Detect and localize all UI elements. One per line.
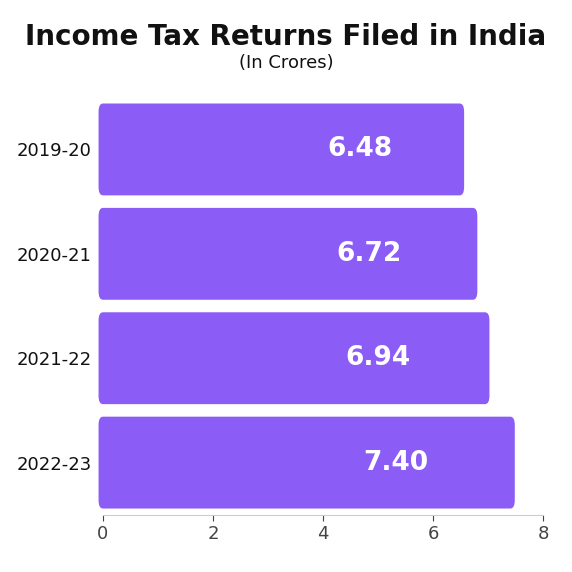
FancyBboxPatch shape: [98, 312, 490, 404]
Text: (In Crores): (In Crores): [239, 54, 333, 72]
Text: 6.48: 6.48: [327, 137, 392, 162]
FancyBboxPatch shape: [98, 208, 477, 300]
Text: 7.40: 7.40: [364, 450, 429, 475]
FancyBboxPatch shape: [98, 104, 464, 196]
Text: 6.94: 6.94: [345, 345, 411, 371]
FancyBboxPatch shape: [98, 416, 515, 509]
Text: Income Tax Returns Filed in India: Income Tax Returns Filed in India: [25, 23, 547, 51]
Text: 6.72: 6.72: [337, 241, 402, 267]
